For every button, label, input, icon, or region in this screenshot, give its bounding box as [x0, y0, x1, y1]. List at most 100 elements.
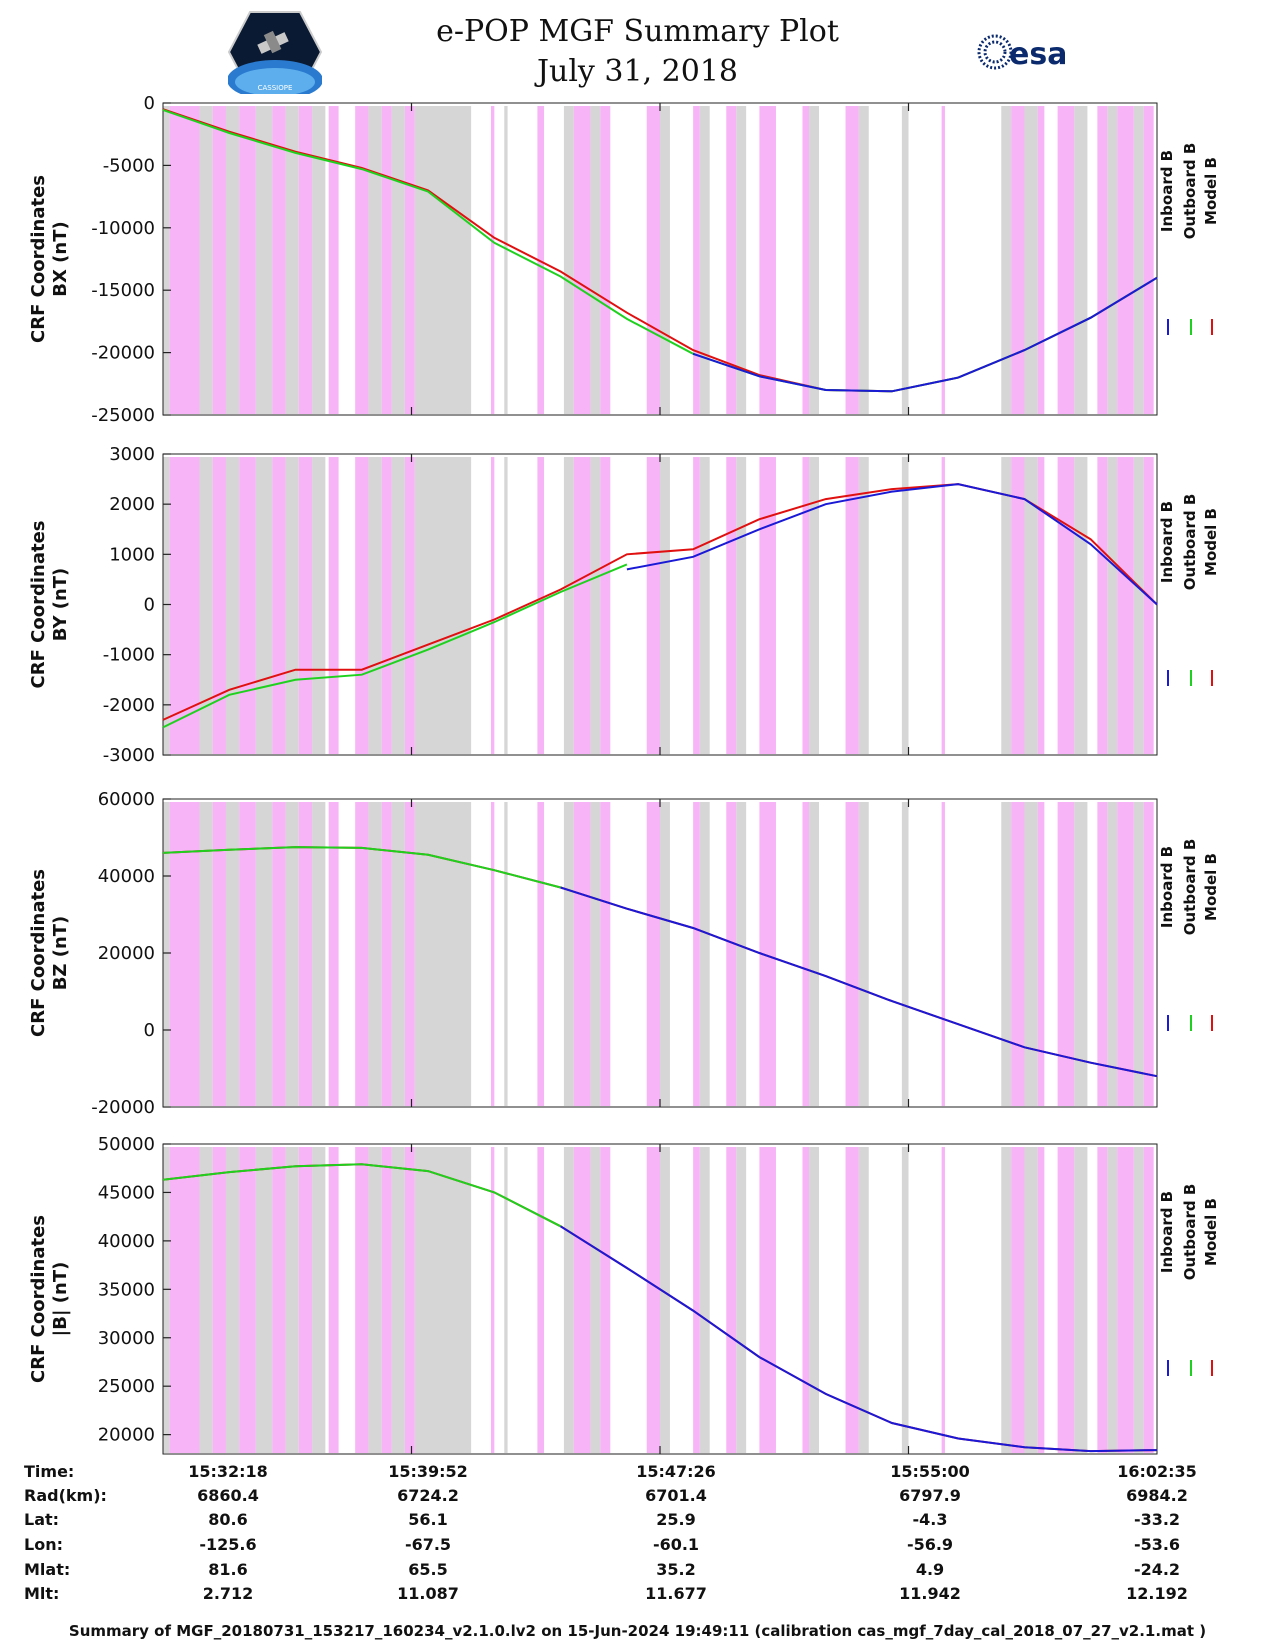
- pink-band: [298, 106, 313, 414]
- pink-band: [1143, 1147, 1154, 1453]
- y-tick-label: 30000: [98, 1328, 155, 1349]
- plot-title: e-POP MGF Summary Plot: [436, 14, 839, 49]
- gray-band: [163, 106, 170, 414]
- y-tick-label: -2000: [103, 695, 155, 716]
- pink-band: [1037, 106, 1045, 414]
- panel-2: 3000 2000 1000 0 -1000 -2000 -3000 CRF Coordina…: [28, 444, 1220, 766]
- gray-band: [563, 1147, 574, 1453]
- pink-band: [491, 106, 495, 414]
- pink-band: [600, 802, 611, 1106]
- legend-label: Outboard B: [1181, 494, 1199, 591]
- pink-band: [537, 802, 545, 1106]
- pink-band: [298, 1147, 313, 1453]
- table-cell: 15:47:26: [636, 1462, 716, 1481]
- gray-band: [901, 106, 909, 414]
- pink-band: [802, 457, 810, 754]
- pink-band: [1117, 1147, 1134, 1453]
- gray-band: [199, 802, 213, 1106]
- gray-band: [563, 802, 574, 1106]
- legend-label: Inboard B: [1158, 846, 1176, 928]
- panel-4: 50000 45000 40000 35000 30000 25000 20000 CRF C…: [28, 1134, 1220, 1455]
- y-tick-label: -1000: [103, 645, 155, 666]
- pink-band: [239, 457, 256, 754]
- gray-band: [255, 106, 273, 414]
- legend-label: Inboard B: [1158, 1191, 1176, 1273]
- table-cell: 6984.2: [1126, 1486, 1188, 1505]
- pink-band: [1097, 106, 1108, 414]
- gray-band: [1024, 457, 1038, 754]
- y-axis-label: CRF Coordinates: [28, 1215, 49, 1383]
- gray-band: [199, 1147, 213, 1453]
- y-tick-label: -3000: [103, 745, 155, 766]
- gray-band: [1074, 106, 1088, 414]
- table-row-label: Rad(km):: [24, 1486, 107, 1505]
- pink-band: [1143, 802, 1154, 1106]
- pink-band: [381, 802, 392, 1106]
- pink-band: [272, 802, 286, 1106]
- gray-band: [660, 106, 670, 414]
- gray-band: [414, 457, 472, 754]
- pink-band: [169, 1147, 200, 1453]
- legend-label: Inboard B: [1158, 501, 1176, 583]
- gray-band: [312, 457, 326, 754]
- pink-band: [404, 457, 415, 754]
- gray-band: [809, 802, 820, 1106]
- gray-band: [1074, 1147, 1088, 1453]
- pink-band: [1057, 1147, 1075, 1453]
- pink-band: [941, 1147, 945, 1453]
- pink-band: [355, 457, 369, 754]
- gray-band: [736, 1147, 747, 1453]
- gray-band: [1001, 1147, 1012, 1453]
- table-cell: 6724.2: [397, 1486, 459, 1505]
- pink-band: [845, 106, 859, 414]
- y-tick-label: 60000: [98, 789, 155, 810]
- pink-band: [328, 457, 339, 754]
- pink-band: [239, 106, 256, 414]
- pink-band: [759, 1147, 776, 1453]
- gray-band: [563, 106, 574, 414]
- pink-band: [537, 1147, 545, 1453]
- gray-band: [368, 802, 382, 1106]
- panel-1: 0 -5000 -10000 -15000 -20000 -25000 CRF Coordi…: [28, 93, 1220, 426]
- gray-band: [858, 1147, 869, 1453]
- plot-date: July 31, 2018: [536, 54, 739, 89]
- legend-label: Model B: [1202, 853, 1220, 921]
- table-cell: 11.942: [899, 1584, 961, 1603]
- y-tick-label: 20000: [98, 943, 155, 964]
- table-row-label: Lon:: [24, 1535, 63, 1554]
- gray-band: [1107, 106, 1118, 414]
- table-cell: -4.3: [912, 1510, 948, 1529]
- gray-band: [809, 106, 820, 414]
- pink-band: [1117, 802, 1134, 1106]
- pink-band: [693, 106, 700, 414]
- table-cell: -24.2: [1133, 1560, 1181, 1579]
- esa-logo: esa: [977, 34, 1065, 72]
- gray-band: [858, 106, 869, 414]
- legend-label: Model B: [1202, 157, 1220, 225]
- pink-band: [1117, 106, 1134, 414]
- gray-band: [255, 802, 273, 1106]
- pink-band: [726, 802, 737, 1106]
- gray-band: [285, 1147, 299, 1453]
- table-cell: -125.6: [199, 1535, 257, 1554]
- gray-band: [699, 802, 710, 1106]
- gray-band: [901, 1147, 909, 1453]
- gray-band: [225, 106, 240, 414]
- gray-band: [199, 106, 213, 414]
- pink-band: [646, 802, 660, 1106]
- y-tick-label: -5000: [103, 155, 155, 176]
- gray-band: [1107, 1147, 1118, 1453]
- series-outboard-b: [162, 1163, 562, 1228]
- pink-band: [1037, 1147, 1045, 1453]
- legend-label: Outboard B: [1181, 143, 1199, 240]
- table-cell: -56.9: [906, 1535, 954, 1554]
- pink-band: [941, 106, 945, 414]
- pink-band: [1011, 106, 1025, 414]
- legend-label: Outboard B: [1181, 839, 1199, 936]
- pink-band: [169, 457, 200, 754]
- pink-band: [573, 802, 591, 1106]
- legend-label: Model B: [1202, 1198, 1220, 1266]
- pink-band: [1117, 457, 1134, 754]
- gray-band: [414, 106, 472, 414]
